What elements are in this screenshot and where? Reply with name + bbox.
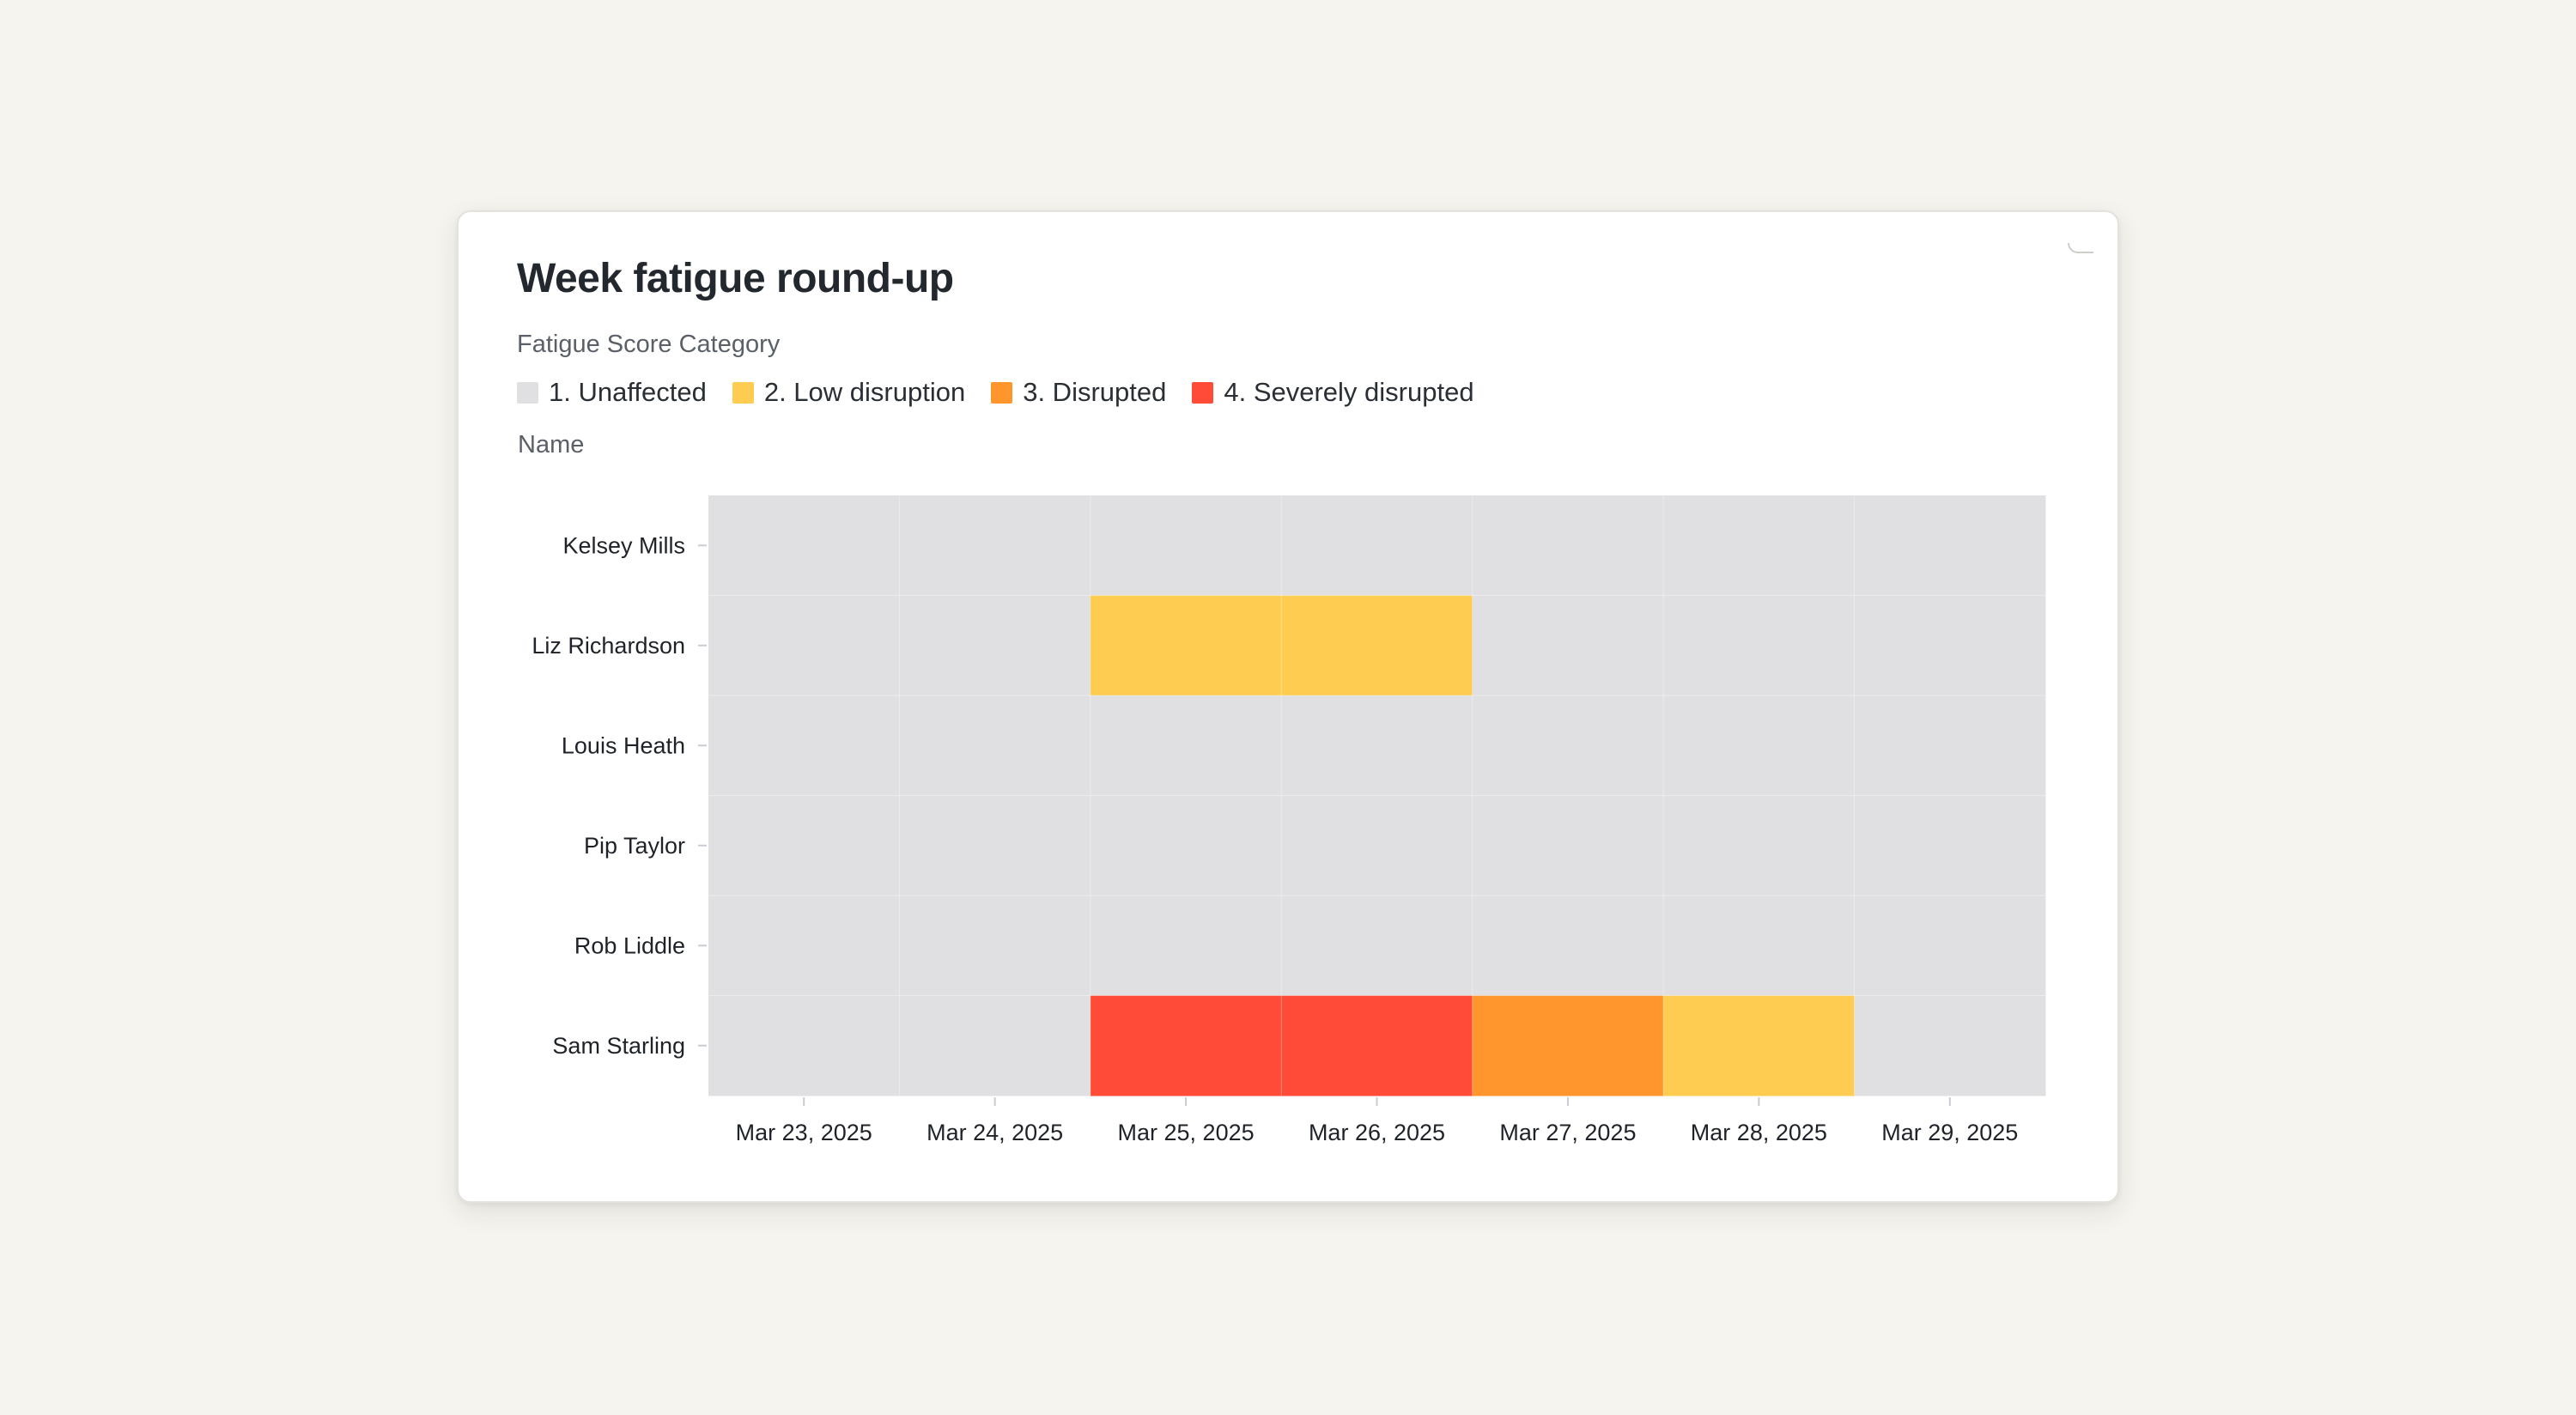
x-tick-label: Mar 26, 2025 bbox=[1309, 1120, 1445, 1145]
heatmap-cell[interactable] bbox=[708, 896, 900, 996]
heatmap-cell[interactable] bbox=[1854, 896, 2046, 996]
legend-item-disrupted[interactable]: 3. Disrupted bbox=[991, 377, 1166, 408]
heatmap-cell[interactable] bbox=[1663, 495, 1856, 596]
y-tick-label: Kelsey Mills bbox=[562, 532, 685, 558]
legend-item-severely-disrupted[interactable]: 4. Severely disrupted bbox=[1192, 377, 1474, 408]
card-title: Week fatigue round-up bbox=[517, 256, 954, 301]
y-tick-label: Liz Richardson bbox=[532, 633, 685, 659]
heatmap-cell[interactable] bbox=[899, 695, 1091, 796]
heatmap-cell[interactable] bbox=[1472, 495, 1664, 596]
x-tick-label: Mar 27, 2025 bbox=[1499, 1120, 1636, 1145]
x-tick-label: Mar 23, 2025 bbox=[736, 1120, 872, 1145]
heatmap-cell[interactable] bbox=[1090, 896, 1282, 996]
heatmap-cell[interactable] bbox=[1090, 595, 1282, 696]
heatmap-cell[interactable] bbox=[1663, 695, 1856, 796]
heatmap-cell[interactable] bbox=[1281, 896, 1473, 996]
card-corner-handle[interactable] bbox=[2068, 243, 2093, 253]
heatmap-cell[interactable] bbox=[1472, 795, 1664, 896]
heatmap-cell[interactable] bbox=[708, 995, 900, 1096]
heatmap-cell[interactable] bbox=[1663, 995, 1856, 1096]
heatmap-cell[interactable] bbox=[708, 695, 900, 796]
legend-item-unaffected[interactable]: 1. Unaffected bbox=[517, 377, 707, 408]
heatmap-cell[interactable] bbox=[1090, 995, 1282, 1096]
y-axis-title: Name bbox=[518, 431, 585, 459]
heatmap-cell[interactable] bbox=[1663, 795, 1856, 896]
heatmap-cell[interactable] bbox=[1090, 695, 1282, 796]
heatmap-cell[interactable] bbox=[1854, 595, 2046, 696]
heatmap-cell[interactable] bbox=[1472, 595, 1664, 696]
heatmap-cell[interactable] bbox=[1854, 495, 2046, 596]
heatmap-cell[interactable] bbox=[899, 795, 1091, 896]
heatmap-cell[interactable] bbox=[1472, 896, 1664, 996]
legend-label: 3. Disrupted bbox=[1023, 377, 1167, 407]
chart-card: Week fatigue round-up Fatigue Score Cate… bbox=[457, 210, 2119, 1203]
legend: 1. Unaffected 2. Low disruption 3. Disru… bbox=[517, 377, 1474, 408]
heatmap-cell[interactable] bbox=[708, 795, 900, 896]
heatmap-cell[interactable] bbox=[1472, 995, 1664, 1096]
y-tick-label: Louis Heath bbox=[562, 732, 685, 758]
heatmap-cell[interactable] bbox=[1281, 995, 1473, 1096]
heatmap-cell[interactable] bbox=[1854, 995, 2046, 1096]
heatmap-cell[interactable] bbox=[1663, 896, 1856, 996]
heatmap-cell[interactable] bbox=[899, 995, 1091, 1096]
y-tick-label: Pip Taylor bbox=[584, 833, 685, 859]
legend-swatch-disrupted bbox=[991, 381, 1013, 404]
heatmap-cell[interactable] bbox=[899, 896, 1091, 996]
legend-label: 1. Unaffected bbox=[549, 377, 707, 407]
y-tick-label: Sam Starling bbox=[552, 1033, 685, 1059]
heatmap-cell[interactable] bbox=[1854, 695, 2046, 796]
x-tick-label: Mar 24, 2025 bbox=[927, 1120, 1063, 1145]
heatmap-cell[interactable] bbox=[1090, 495, 1282, 596]
x-tick-label: Mar 25, 2025 bbox=[1118, 1120, 1255, 1145]
heatmap-cell[interactable] bbox=[708, 595, 900, 696]
legend-title: Fatigue Score Category bbox=[517, 331, 781, 358]
x-tick-label: Mar 29, 2025 bbox=[1881, 1120, 2018, 1145]
heatmap-cell[interactable] bbox=[1472, 695, 1664, 796]
legend-label: 4. Severely disrupted bbox=[1224, 377, 1474, 407]
legend-item-low-disruption[interactable]: 2. Low disruption bbox=[732, 377, 965, 408]
heatmap-cell[interactable] bbox=[899, 595, 1091, 696]
heatmap-cell[interactable] bbox=[1281, 695, 1473, 796]
heatmap-cell[interactable] bbox=[1854, 795, 2046, 896]
heatmap-cell[interactable] bbox=[1090, 795, 1282, 896]
x-tick-label: Mar 28, 2025 bbox=[1691, 1120, 1827, 1145]
heatmap-cell[interactable] bbox=[1281, 795, 1473, 896]
legend-swatch-unaffected bbox=[517, 381, 538, 404]
heatmap-cell[interactable] bbox=[1281, 495, 1473, 596]
legend-swatch-severely-disrupted bbox=[1192, 381, 1214, 404]
heatmap-cell[interactable] bbox=[708, 495, 900, 596]
legend-label: 2. Low disruption bbox=[763, 377, 966, 407]
heatmap-cell[interactable] bbox=[1663, 595, 1856, 696]
heatmap-chart: Kelsey Mills Liz Richardson Louis Heath Pip… bbox=[532, 495, 2046, 1145]
heatmap-cell[interactable] bbox=[899, 495, 1091, 596]
y-tick-label: Rob Liddle bbox=[574, 932, 685, 958]
heatmap-cell[interactable] bbox=[1281, 595, 1473, 696]
legend-swatch-low-disruption bbox=[732, 381, 754, 404]
